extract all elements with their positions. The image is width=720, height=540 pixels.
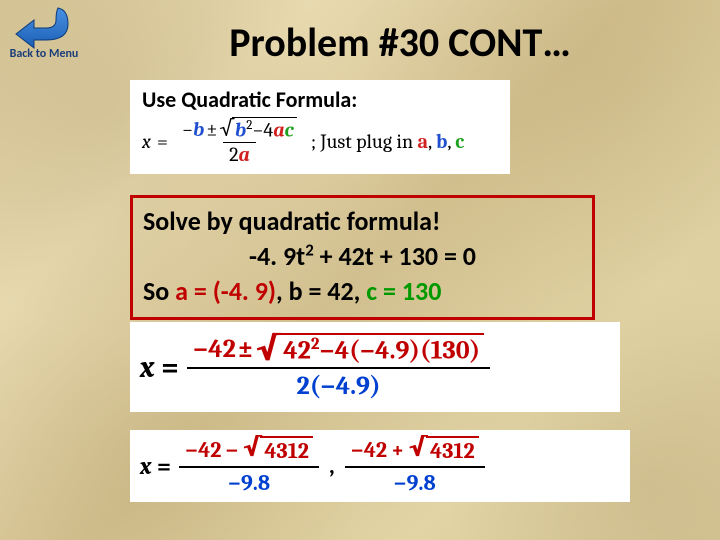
neg-sign: − (182, 118, 193, 141)
eq2-x: x = (140, 452, 171, 480)
back-arrow-icon (12, 2, 76, 52)
plugin-prefix: ; Just plug in (311, 130, 418, 153)
eq2-comma: , (329, 448, 335, 496)
eq2-fraction-2: −42 + √4312 −9.8 (345, 434, 485, 498)
den-2: 2 (229, 143, 238, 166)
sqrt-icon: √ b2−4ac (219, 117, 296, 142)
eq1-p1: (−4.9) (349, 335, 420, 365)
eq2-sqrt1: √4312 (242, 436, 313, 464)
formula-equation: x = −b ± √ b2−4ac 2a ; Just plug in a, b… (142, 117, 498, 166)
formula-heading: Use Quadratic Formula: (142, 86, 498, 113)
formula-x: x (142, 130, 151, 153)
eq2-plus: + (391, 437, 404, 463)
var-a: a (273, 119, 284, 142)
eq1-fraction: −42 ± √ 422−4(−4.9)(130) 2(−4.9) (187, 331, 490, 404)
eq2-den1: −9.8 (179, 466, 319, 498)
page-title: Problem #30 CONT… (120, 18, 680, 67)
minus-4: −4 (252, 119, 273, 142)
solve-line-2: -4. 9t2 + 42t + 130 = 0 (143, 239, 582, 274)
eq1-m4: −4 (319, 335, 349, 365)
eq-part1: -4. 9t (249, 240, 305, 272)
solve-line-3: So a = (-4. 9), b = 42, c = 130 (143, 274, 582, 309)
formula-block: Use Quadratic Formula: x = −b ± √ b2−4ac… (130, 80, 510, 174)
plugin-c: c (455, 130, 464, 153)
eq2-rad2: 4312 (426, 436, 479, 464)
sep-a: , (276, 275, 289, 307)
var-c: c (285, 119, 294, 142)
so-prefix: So (143, 275, 175, 307)
eq2-fraction-1: −42 − √4312 −9.8 (179, 434, 319, 498)
back-label: Back to Menu (10, 48, 79, 61)
eq2-n1: −42 (185, 437, 221, 463)
eq1-sqrt: √ 422−4(−4.9)(130) (255, 333, 484, 366)
eq-rest: + 42t + 130 = 0 (314, 240, 476, 272)
eq2-rad1: 4312 (260, 436, 313, 464)
coef-a: a = (-4. 9) (175, 275, 276, 307)
var-b: b (193, 118, 204, 141)
formula-equals: = (157, 130, 168, 153)
eq2-minus: − (225, 437, 238, 463)
eq2-n2: −42 (351, 437, 387, 463)
eq-exp: 2 (305, 239, 314, 260)
eq1-neg42: −42 (193, 334, 236, 364)
plugin-text: ; Just plug in a, b, c (311, 130, 464, 153)
equation-substituted: x = −42 ± √ 422−4(−4.9)(130) 2(−4.9) (130, 322, 620, 412)
plugin-a: a (418, 130, 429, 153)
eq2-sqrt2: √4312 (408, 436, 479, 464)
var-b2: b (235, 119, 246, 142)
eq1-x: x = (140, 350, 179, 385)
eq1-den: 2(−4.9) (187, 367, 490, 403)
coef-b: b = 42 (289, 275, 354, 307)
den-a: a (239, 143, 250, 166)
eq2-den2: −9.8 (345, 466, 485, 498)
eq1-pm: ± (238, 334, 253, 364)
formula-fraction: −b ± √ b2−4ac 2a (178, 117, 301, 166)
equation-simplified: x = −42 − √4312 −9.8 , −42 + √4312 −9.8 (130, 430, 630, 502)
pm: ± (206, 118, 217, 141)
eq1-42: 42 (283, 335, 311, 365)
solve-line-1: Solve by quadratic formula! (143, 204, 582, 239)
sep-b: , (354, 275, 367, 307)
eq1-p2: (130) (420, 335, 480, 365)
coef-c: c = 130 (366, 275, 441, 307)
sep1: , (428, 130, 436, 153)
plugin-b: b (436, 130, 447, 153)
solve-box: Solve by quadratic formula! -4. 9t2 + 42… (130, 195, 595, 320)
back-to-menu-button[interactable]: Back to Menu (6, 2, 82, 80)
